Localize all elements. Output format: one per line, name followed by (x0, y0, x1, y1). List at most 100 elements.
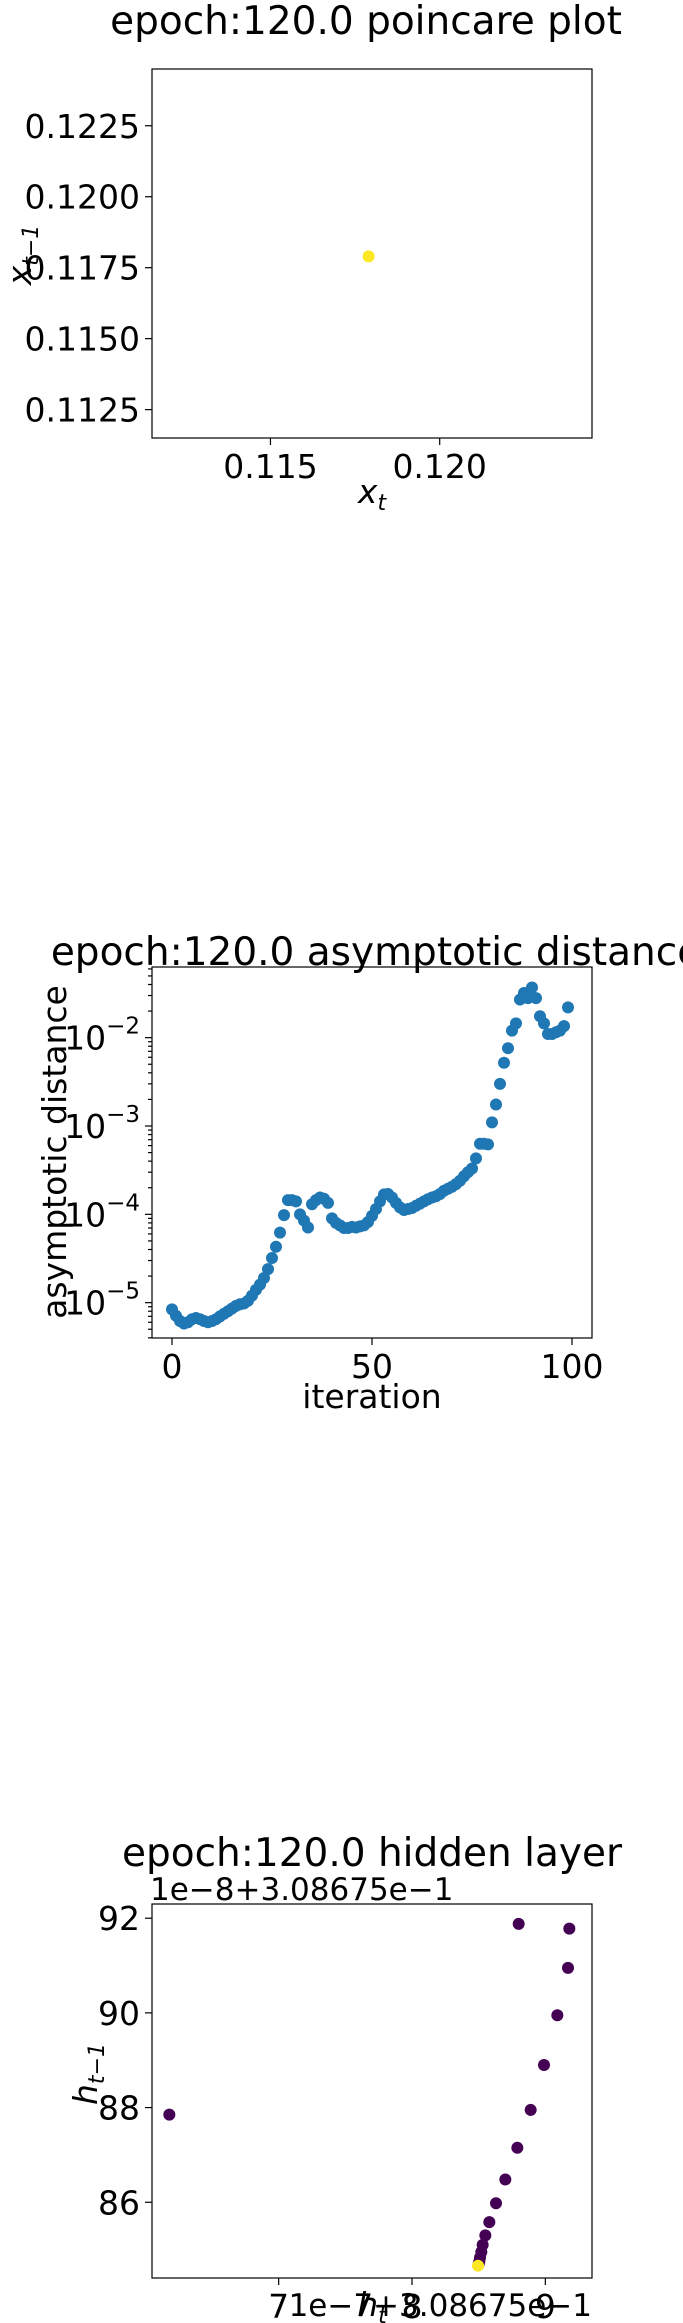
data-point (494, 1077, 506, 1090)
data-point (362, 250, 375, 263)
y-axis: 10−510−410−310−2 (64, 968, 152, 1339)
data-point (551, 2009, 564, 2022)
data-point (530, 992, 542, 1005)
data-point (470, 1152, 482, 1165)
x-axis-label-main: x (357, 472, 378, 511)
y-axis-label-main: h (66, 2084, 105, 2105)
data-point (562, 1961, 574, 1974)
x-axis-label: ht (357, 2285, 388, 2323)
x-tick-label: 0.120 (392, 447, 486, 486)
data-point (270, 1240, 282, 1253)
data-point (558, 1020, 570, 1033)
data-point (482, 1138, 494, 1151)
data-point (262, 1263, 274, 1276)
scatter-points (163, 1917, 576, 2272)
y-tick-base: 10 (64, 1107, 106, 1146)
data-point (479, 2229, 492, 2242)
data-point (498, 1056, 510, 1069)
x-axis-label-sub: t (377, 491, 387, 516)
y-axis: 86 88 90 92 (98, 1899, 152, 2222)
y-tick-label: 86 (98, 2183, 140, 2222)
y-axis: 0.1125 0.1150 0.1175 0.1200 0.1225 (25, 107, 152, 430)
y-axis-label-sub: t−1 (19, 225, 44, 266)
y-tick-base: 10 (64, 1019, 106, 1058)
data-point (290, 1195, 302, 1208)
hidden-layer-chart: epoch:120.0 hidden layer 1e−8+3.08675e−1… (66, 1831, 623, 2323)
x-offset-text: 1e−7+3.08675e−1 (289, 2288, 592, 2323)
scatter-points (362, 250, 375, 263)
x-axis: 7 8 9 (268, 2278, 556, 2323)
x-tick-label: 50 (351, 1347, 393, 1386)
data-point (302, 1221, 314, 1234)
y-tick-base: 10 (64, 1284, 106, 1323)
data-point (490, 2197, 502, 2210)
data-point (526, 981, 538, 994)
plot-frame (151, 1903, 593, 2279)
y-tick-label: 10−5 (64, 1279, 140, 1323)
plot-frame (151, 68, 593, 439)
data-point (563, 1922, 576, 1935)
y-tick-base: 10 (64, 1195, 106, 1234)
y-tick-label: 10−3 (64, 1102, 140, 1146)
data-point (278, 1209, 290, 1222)
data-point (562, 1001, 574, 1014)
data-point (266, 1252, 278, 1265)
x-tick-label: 100 (541, 1347, 604, 1386)
y-tick-label: 0.1150 (25, 320, 140, 359)
data-point (163, 2108, 176, 2121)
y-axis-label: xt−1 (0, 225, 44, 287)
x-axis-label-sub: t (378, 2304, 388, 2323)
data-point (466, 1162, 478, 1175)
chart-title: epoch:120.0 poincare plot (110, 0, 622, 44)
x-tick-label: 8 (402, 2287, 423, 2323)
y-tick-label: 10−2 (64, 1014, 140, 1058)
x-axis-label: iteration (302, 1377, 441, 1416)
y-tick-label: 0.1200 (25, 178, 140, 217)
y-axis-label: ht−1 (66, 2043, 110, 2105)
data-point (322, 1196, 334, 1209)
y-tick-label: 92 (98, 1899, 140, 1938)
data-point (538, 2058, 550, 2071)
data-point (274, 1226, 286, 1239)
y-tick-exponent: −4 (106, 1190, 140, 1216)
x-tick-label: 9 (535, 2287, 556, 2323)
data-point (486, 1116, 498, 1129)
x-tick-label: 0 (162, 1347, 183, 1386)
y-tick-label: 90 (98, 1994, 140, 2033)
x-axis: 0.115 0.120 (223, 438, 487, 486)
y-offset-text: 1e−8+3.08675e−1 (150, 1872, 453, 1908)
y-tick-label: 0.1225 (25, 107, 140, 146)
y-tick-label: 0.1125 (25, 391, 140, 430)
y-tick-label: 88 (98, 2089, 140, 2128)
y-axis-label: asymptotic distance (35, 985, 74, 1319)
plot-frame (151, 966, 593, 1339)
x-axis-label: xt (357, 472, 388, 516)
data-point (490, 1098, 502, 1111)
data-point (510, 1017, 522, 1030)
data-point (472, 2259, 484, 2272)
data-point (512, 1917, 525, 1930)
data-point (499, 2173, 512, 2186)
x-axis-label-main: h (357, 2285, 378, 2323)
x-tick-label: 7 (268, 2287, 289, 2323)
x-tick-label: 0.115 (223, 447, 317, 486)
y-axis-label-sub: t−1 (85, 2043, 110, 2084)
y-tick-exponent: −2 (106, 1014, 140, 1040)
data-point (511, 2141, 524, 2154)
data-point (502, 1042, 514, 1055)
scatter-points (166, 981, 574, 1330)
y-axis-label-main: x (0, 265, 39, 286)
y-tick-exponent: −5 (106, 1279, 140, 1305)
data-point (258, 1272, 270, 1285)
poincare-chart: epoch:120.0 poincare plot 0.115 0.120 0.1… (0, 0, 622, 516)
x-axis: 0 50 100 (162, 1338, 604, 1386)
data-point (524, 2103, 537, 2116)
asymptotic-distance-chart: epoch:120.0 asymptotic distance 0 50 100 1… (35, 930, 683, 1416)
chart-title: epoch:120.0 asymptotic distance (51, 930, 683, 975)
chart-title: epoch:120.0 hidden layer (122, 1831, 623, 1876)
data-point (538, 1017, 550, 1030)
y-tick-label: 0.1175 (25, 249, 140, 288)
data-point (483, 2216, 496, 2229)
y-tick-label: 10−4 (64, 1190, 140, 1234)
y-tick-exponent: −3 (106, 1102, 140, 1128)
